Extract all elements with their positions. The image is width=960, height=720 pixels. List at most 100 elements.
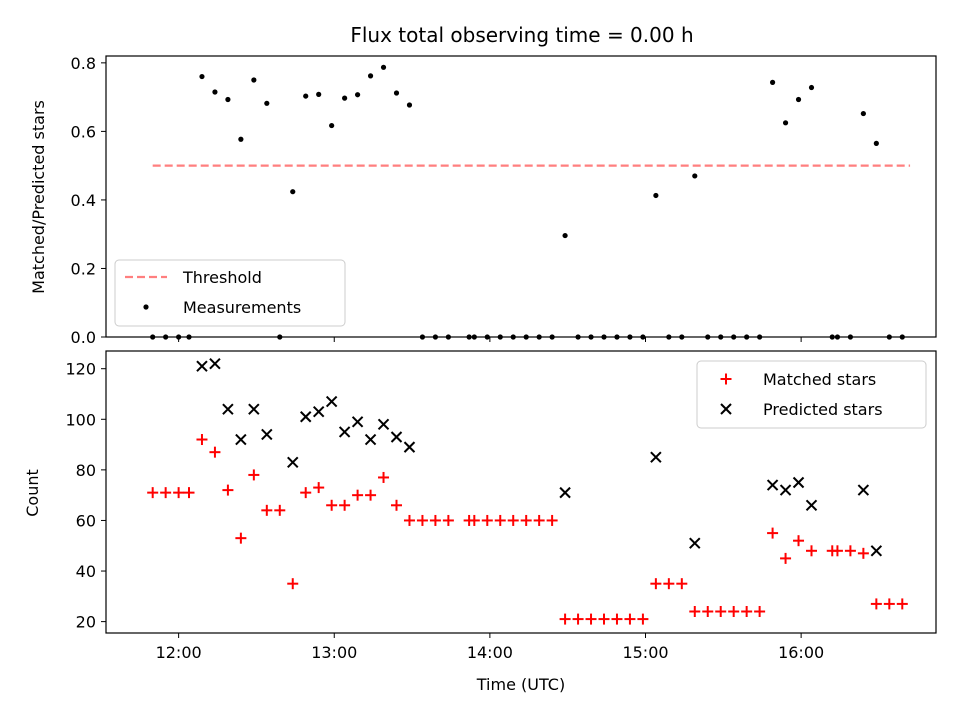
predicted-star-point <box>559 486 571 499</box>
measurement-point <box>212 89 218 95</box>
x-tick-label: 15:00 <box>622 643 668 662</box>
predicted-star-point <box>689 537 701 549</box>
measurement-point <box>808 84 815 91</box>
predicted-star-point <box>377 418 390 431</box>
matched-star-point <box>183 487 195 499</box>
top-plot-frame <box>105 55 937 338</box>
measurement-point <box>380 64 387 70</box>
predicted-star-point <box>300 411 312 423</box>
matched-star-point <box>507 514 519 526</box>
matched-star-point <box>676 578 688 590</box>
matched-star-point <box>235 532 247 544</box>
predicted-star-point <box>351 416 364 428</box>
top-y-tick-label: 0.0 <box>71 328 96 347</box>
legend-threshold-label: Threshold <box>182 268 262 287</box>
matched-star-point <box>313 482 325 494</box>
measurement-point <box>653 192 659 199</box>
matched-star-point <box>481 514 493 526</box>
matched-star-point <box>248 469 260 481</box>
matched-star-point <box>352 489 364 501</box>
measurement-point <box>860 110 866 117</box>
matched-star-point <box>663 578 675 590</box>
top-y-tick-label: 0.2 <box>71 259 96 278</box>
predicted-star-point <box>805 499 818 511</box>
matched-star-point <box>274 504 286 516</box>
measurement-point <box>562 232 568 239</box>
top-y-tick-label: 0.4 <box>71 191 96 210</box>
matched-star-point <box>147 487 159 499</box>
predicted-star-point <box>196 360 208 372</box>
measurement-point <box>238 136 244 142</box>
measurement-point <box>354 92 361 98</box>
top-panel: Flux total observing time = 0.00 h 0.00.… <box>29 23 937 347</box>
matched-star-point <box>391 499 402 511</box>
measurement-point <box>795 96 802 103</box>
legend-matched-label: Matched stars <box>763 370 876 389</box>
matched-star-point <box>572 613 584 625</box>
bottom-y-ticks: 20 40 60 80 100 120 <box>65 360 106 632</box>
matched-star-point <box>429 514 441 526</box>
matched-star-point <box>637 613 649 625</box>
x-tick-label: 14:00 <box>467 643 513 662</box>
legend-predicted-swatch <box>720 403 732 415</box>
matched-star-point <box>378 471 390 483</box>
bottom-panel: 20 40 60 80 100 120 12:00 13:00 14:00 15:00 16:00… <box>23 350 937 694</box>
measurement-point <box>367 73 374 79</box>
measurement-point <box>393 90 400 96</box>
top-legend-box <box>114 259 346 327</box>
matched-star-point <box>160 487 172 499</box>
matched-star-point <box>403 514 415 526</box>
predicted-star-point <box>222 403 234 415</box>
predicted-star-point <box>792 476 805 489</box>
legend-matched-marker <box>720 373 732 385</box>
matched-star-point <box>611 613 623 625</box>
matched-star-point <box>416 514 428 526</box>
predicted-star-point <box>650 451 662 463</box>
measurement-point <box>303 93 309 99</box>
bottom-y-tick-label: 60 <box>76 511 96 530</box>
matched-star-point <box>287 578 299 590</box>
predicted-star-point <box>766 479 779 491</box>
matched-star-point <box>533 514 545 526</box>
predicted-star-point <box>312 405 325 418</box>
top-legend: Threshold Measurements <box>114 259 346 327</box>
matched-star-point <box>326 499 338 511</box>
matched-star-point <box>173 487 185 499</box>
predicted-star-point <box>338 426 351 438</box>
matched-star-point <box>520 514 532 526</box>
matched-star-point <box>728 606 740 618</box>
matched-star-point <box>831 545 843 557</box>
legend-predicted-label: Predicted stars <box>763 400 883 419</box>
matched-star-point <box>546 514 558 526</box>
matched-star-point <box>857 547 869 559</box>
predicted-star-point <box>403 441 416 453</box>
matched-star-point <box>585 613 597 625</box>
matched-star-point <box>780 552 792 564</box>
predicted-star-point <box>325 395 338 408</box>
predicted-star-point <box>779 484 792 496</box>
bottom-y-tick-label: 40 <box>76 562 96 581</box>
predicted-star-point <box>209 357 221 370</box>
matched-star-point <box>300 487 312 499</box>
measurement-point <box>692 173 698 179</box>
x-tick-label: 12:00 <box>156 643 202 662</box>
measurement-point <box>251 77 257 83</box>
matched-star-point <box>896 598 908 610</box>
measurement-point <box>782 120 789 126</box>
matched-star-point <box>209 446 221 458</box>
measurement-point <box>264 100 270 106</box>
matched-star-point <box>870 598 882 610</box>
legend-predicted-marker <box>720 403 732 415</box>
matched-star-point <box>754 606 766 618</box>
matched-star-point <box>883 598 895 610</box>
matched-star-point <box>261 504 273 516</box>
predicted-star-point <box>261 428 273 441</box>
predicted-star-point <box>390 431 403 443</box>
matched-star-point <box>222 484 234 496</box>
predicted-star-point <box>287 456 299 468</box>
measurement-point <box>769 79 776 85</box>
matched-star-point <box>793 535 805 547</box>
top-y-tick-label: 0.6 <box>71 122 96 141</box>
predicted-star-point <box>235 433 247 446</box>
